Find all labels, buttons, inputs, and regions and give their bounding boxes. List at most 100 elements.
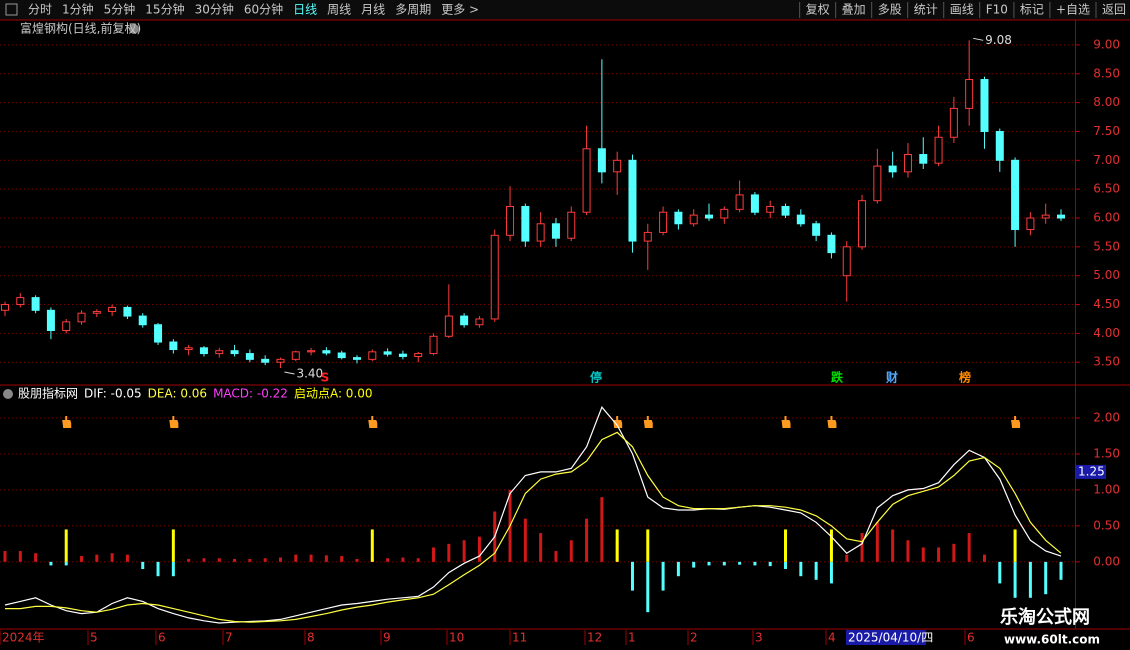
toolbar-button[interactable]: 标记 (1020, 3, 1044, 17)
event-tag[interactable]: 跌 (831, 370, 844, 385)
toolbar-button[interactable]: 统计 (914, 3, 938, 17)
candle-body (215, 350, 224, 355)
signal-hand (643, 416, 653, 428)
signal-bar (370, 529, 374, 562)
toolbar-item[interactable]: 月线 (361, 3, 385, 17)
y-tick-label: 2.00 (1093, 410, 1120, 424)
menu-icon[interactable] (5, 3, 18, 16)
toolbar-button[interactable]: +自选 (1056, 3, 1090, 17)
candle-body (123, 306, 132, 317)
candle-body (460, 315, 469, 326)
candle-body (475, 318, 484, 326)
candle-body (689, 214, 698, 225)
date-label: 8 (307, 631, 315, 645)
candle-body (858, 200, 867, 248)
y-tick-label: 7.00 (1093, 153, 1120, 167)
candle-body (245, 353, 254, 360)
event-tag[interactable]: 榜 (959, 370, 971, 385)
date-label: 4 (828, 631, 836, 645)
cursor-label: 1.25 (1078, 464, 1105, 478)
legend-item: DIF: -0.05 (84, 387, 142, 401)
candle-body (842, 246, 851, 277)
candle-body (1011, 159, 1020, 231)
candle-body (230, 350, 239, 355)
candle-body (184, 347, 193, 351)
signal-hand (62, 416, 72, 428)
indicator-title: 股朋指标网 (18, 386, 78, 401)
candle-body (613, 159, 622, 173)
y-tick-label: 1.50 (1093, 446, 1120, 460)
y-tick-label: 5.00 (1093, 268, 1120, 282)
legend-item: DEA: 0.06 (148, 387, 207, 401)
y-tick-label: 9.00 (1093, 37, 1120, 51)
candle-body (353, 357, 361, 360)
toolbar-button[interactable]: 叠加 (842, 3, 866, 17)
candle-body (796, 214, 805, 225)
candle-body (307, 350, 316, 353)
y-tick-label: 8.50 (1093, 66, 1120, 80)
candle-body (1026, 217, 1035, 231)
candle-body (536, 223, 545, 242)
toolbar-button[interactable]: 复权 (806, 3, 830, 17)
candle-body (337, 352, 346, 359)
signal-hand (827, 416, 837, 428)
toolbar-button[interactable]: 多股 (878, 3, 902, 17)
signal-bar (829, 529, 833, 562)
candle-body (781, 205, 790, 216)
signal-hand (169, 416, 179, 428)
candle-body (919, 154, 928, 164)
candle-body (1041, 214, 1050, 219)
toolbar-item[interactable]: 分时 (28, 3, 52, 17)
signal-bar (646, 529, 650, 562)
toolbar-item[interactable]: 5分钟 (104, 2, 136, 17)
candle-body (888, 165, 897, 173)
date-label: 2 (690, 631, 698, 645)
candle-body (735, 194, 744, 210)
candle-body (934, 136, 943, 164)
toolbar-button[interactable]: F10 (986, 3, 1008, 17)
toolbar-item[interactable]: 周线 (327, 3, 351, 17)
y-tick-label: 5.50 (1093, 239, 1120, 253)
cursor-box (1076, 464, 1106, 479)
y-tick-label: 1.00 (1093, 482, 1120, 496)
candle-body (291, 351, 300, 360)
event-tag[interactable]: S (321, 371, 330, 385)
watermark-url: www.60lt.com (1004, 633, 1100, 647)
candle-body (827, 234, 836, 254)
signal-hand (613, 416, 623, 428)
signal-hand (1011, 416, 1021, 428)
date-label: 6 (967, 631, 975, 645)
toolbar-item[interactable]: 60分钟 (244, 2, 283, 17)
y-tick-label: 6.50 (1093, 182, 1120, 196)
event-tag[interactable]: 停 (590, 370, 602, 385)
candle-body (582, 148, 591, 213)
toolbar-button[interactable]: 返回 (1102, 3, 1126, 17)
toolbar-item[interactable]: 1分钟 (62, 2, 94, 17)
candle-body (995, 130, 1004, 161)
legend-item: 启动点A: 0.00 (294, 387, 373, 401)
candle-body (16, 297, 25, 306)
candle-body (551, 223, 560, 239)
toolbar-item[interactable]: 日线 (293, 3, 317, 17)
signal-hand (368, 416, 378, 428)
candle-body (77, 312, 86, 323)
candle-body (261, 358, 270, 363)
toolbar-item[interactable]: 30分钟 (195, 2, 234, 17)
candle-body (199, 347, 208, 355)
event-tag[interactable]: 财 (885, 370, 898, 385)
candle-body (154, 324, 163, 343)
candle-body (873, 165, 882, 202)
toolbar-item[interactable]: 15分钟 (145, 2, 184, 17)
candle-body (628, 159, 637, 242)
toolbar-item[interactable]: 多周期 (395, 3, 431, 17)
cursor-date-box (846, 630, 926, 645)
candle-body (46, 309, 55, 331)
toolbar-item[interactable]: 更多 > (441, 3, 479, 17)
candle-body (750, 194, 759, 213)
annotation-label: 3.40 (296, 367, 323, 381)
candle-body (965, 79, 974, 109)
date-label: 11 (512, 631, 527, 645)
toolbar-button[interactable]: 画线 (950, 3, 974, 17)
date-label: 1 (628, 631, 636, 645)
date-label: 6 (158, 631, 166, 645)
